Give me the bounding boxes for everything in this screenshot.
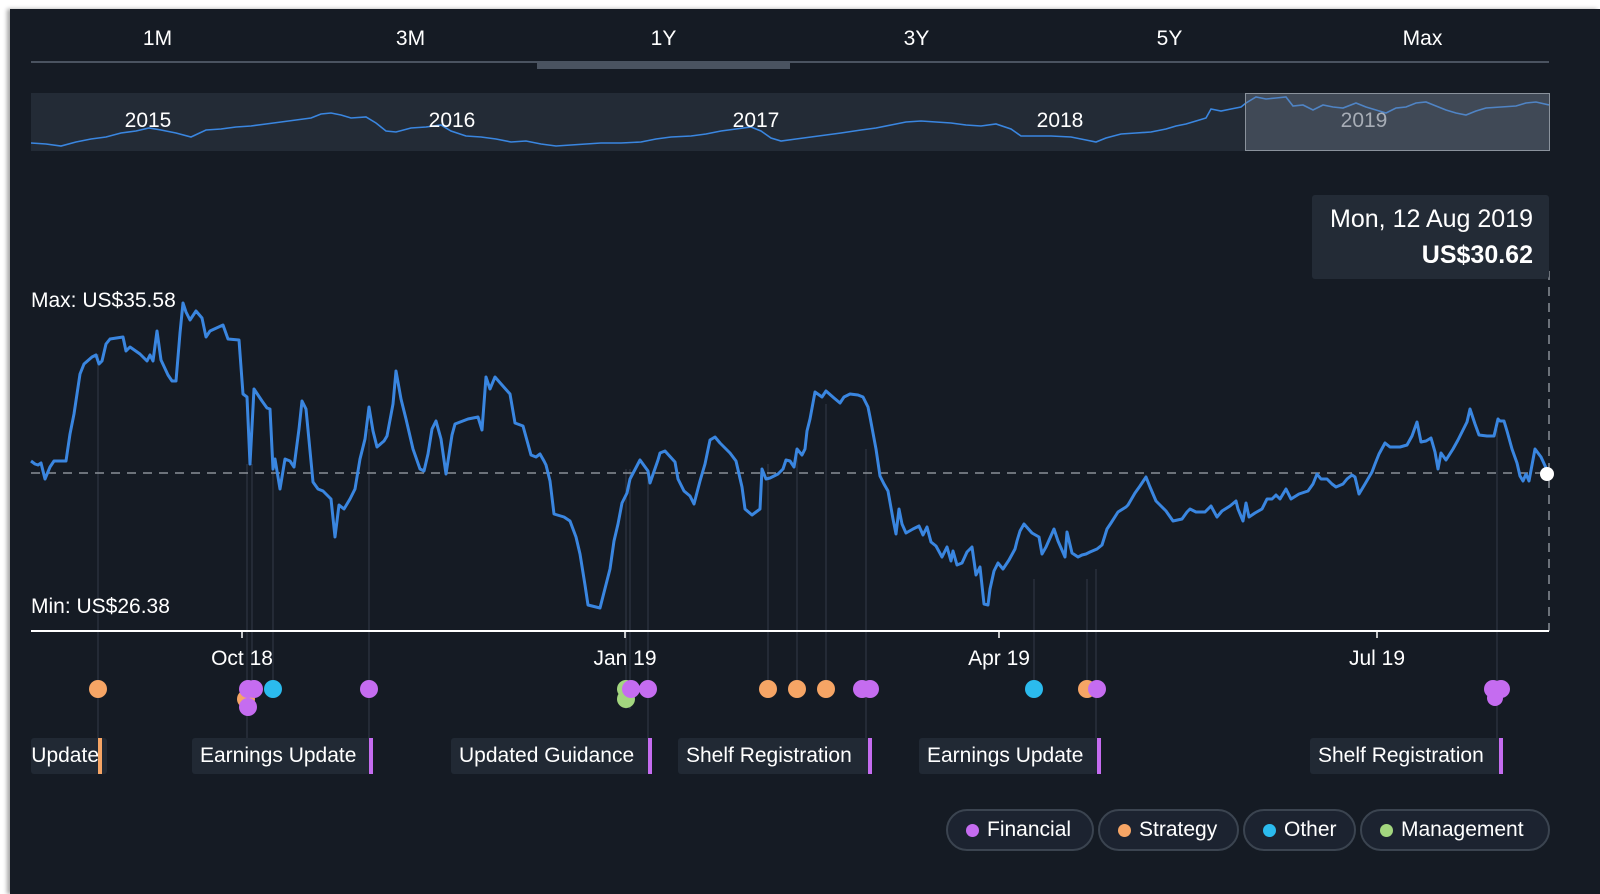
strategy-dot-icon [1118, 823, 1131, 837]
stock-price-chart-panel: 1M 3M 1Y 3Y 5Y Max 2015 2016 2017 2018 2… [10, 9, 1600, 894]
event-category-bar-financial [1499, 738, 1503, 774]
tab-max[interactable]: Max [1402, 27, 1443, 50]
overview-selection-window[interactable] [1245, 93, 1550, 151]
price-line [30, 301, 1549, 610]
event-label-text: Update [31, 744, 99, 767]
overview-year-label: 2016 [428, 109, 476, 132]
overview-sparkline [31, 96, 1549, 147]
legend-financial-toggle[interactable]: Financial [946, 809, 1094, 851]
legend-strategy-toggle[interactable]: Strategy [1098, 809, 1239, 851]
event-label-updated-guidance[interactable]: Updated Guidance [451, 738, 649, 774]
event-label-shelf-registration[interactable]: Shelf Registration [678, 738, 869, 774]
x-axis-label: Oct 18 [211, 647, 273, 670]
legend-management-toggle[interactable]: Management [1360, 809, 1550, 851]
legend-other-toggle[interactable]: Other [1243, 809, 1356, 851]
x-axis-label: Jan 19 [593, 647, 657, 670]
event-markers [89, 680, 1510, 716]
other-dot-icon [1263, 823, 1276, 837]
tab-1y[interactable]: 1Y [650, 27, 677, 50]
overview-year-label: 2018 [1036, 109, 1084, 132]
active-tab-indicator [537, 63, 790, 69]
event-category-bar-financial [1097, 738, 1101, 774]
event-label-text: Updated Guidance [459, 744, 635, 767]
event-connector-lines [97, 354, 1498, 749]
overview-year-label: 2015 [124, 109, 172, 132]
overview-year-label: 2017 [732, 109, 780, 132]
time-range-tabs: 1M 3M 1Y 3Y 5Y Max [31, 17, 1549, 69]
financial-dot-icon [966, 823, 979, 837]
x-axis-label: Apr 19 [968, 647, 1030, 670]
event-label-text: Shelf Registration [686, 744, 852, 767]
event-label-earnings-update[interactable]: Earnings Update [919, 738, 1097, 774]
event-label-text: Earnings Update [927, 744, 1084, 767]
legend-label: Strategy [1139, 818, 1218, 841]
tooltip-date: Mon, 12 Aug 2019 [1330, 205, 1533, 233]
max-price-label: Max: US$35.58 [31, 289, 176, 312]
event-category-bar-strategy [98, 738, 102, 774]
overview-year-label: 2019 [1340, 109, 1388, 132]
event-label-earnings-update[interactable]: Earnings Update [192, 738, 370, 774]
legend-label: Other [1284, 818, 1337, 841]
min-price-label: Min: US$26.38 [31, 595, 170, 618]
x-axis-ticks [241, 631, 1378, 638]
tab-3y[interactable]: 3Y [903, 27, 930, 50]
hover-point-marker [1540, 467, 1554, 481]
event-label-text: Shelf Registration [1318, 744, 1484, 767]
price-line-chart[interactable] [10, 9, 1600, 894]
price-tooltip: Mon, 12 Aug 2019 US$30.62 [1312, 195, 1549, 279]
tooltip-price: US$30.62 [1421, 241, 1533, 269]
tab-3m[interactable]: 3M [395, 27, 426, 50]
tab-5y[interactable]: 5Y [1156, 27, 1183, 50]
event-label-update[interactable]: Update [31, 738, 107, 774]
event-category-bar-financial [868, 738, 872, 774]
event-label-shelf-registration[interactable]: Shelf Registration [1310, 738, 1501, 774]
overview-navigator[interactable]: 2015 2016 2017 2018 2019 [31, 93, 1550, 151]
legend-label: Financial [987, 818, 1072, 841]
tab-1m[interactable]: 1M [142, 27, 173, 50]
event-label-text: Earnings Update [200, 744, 357, 767]
event-category-bar-financial [648, 738, 652, 774]
management-dot-icon [1380, 823, 1393, 837]
x-axis-label: Jul 19 [1348, 647, 1406, 670]
legend-label: Management [1401, 818, 1524, 841]
tab-rail-divider [31, 61, 1549, 63]
event-category-bar-financial [369, 738, 373, 774]
